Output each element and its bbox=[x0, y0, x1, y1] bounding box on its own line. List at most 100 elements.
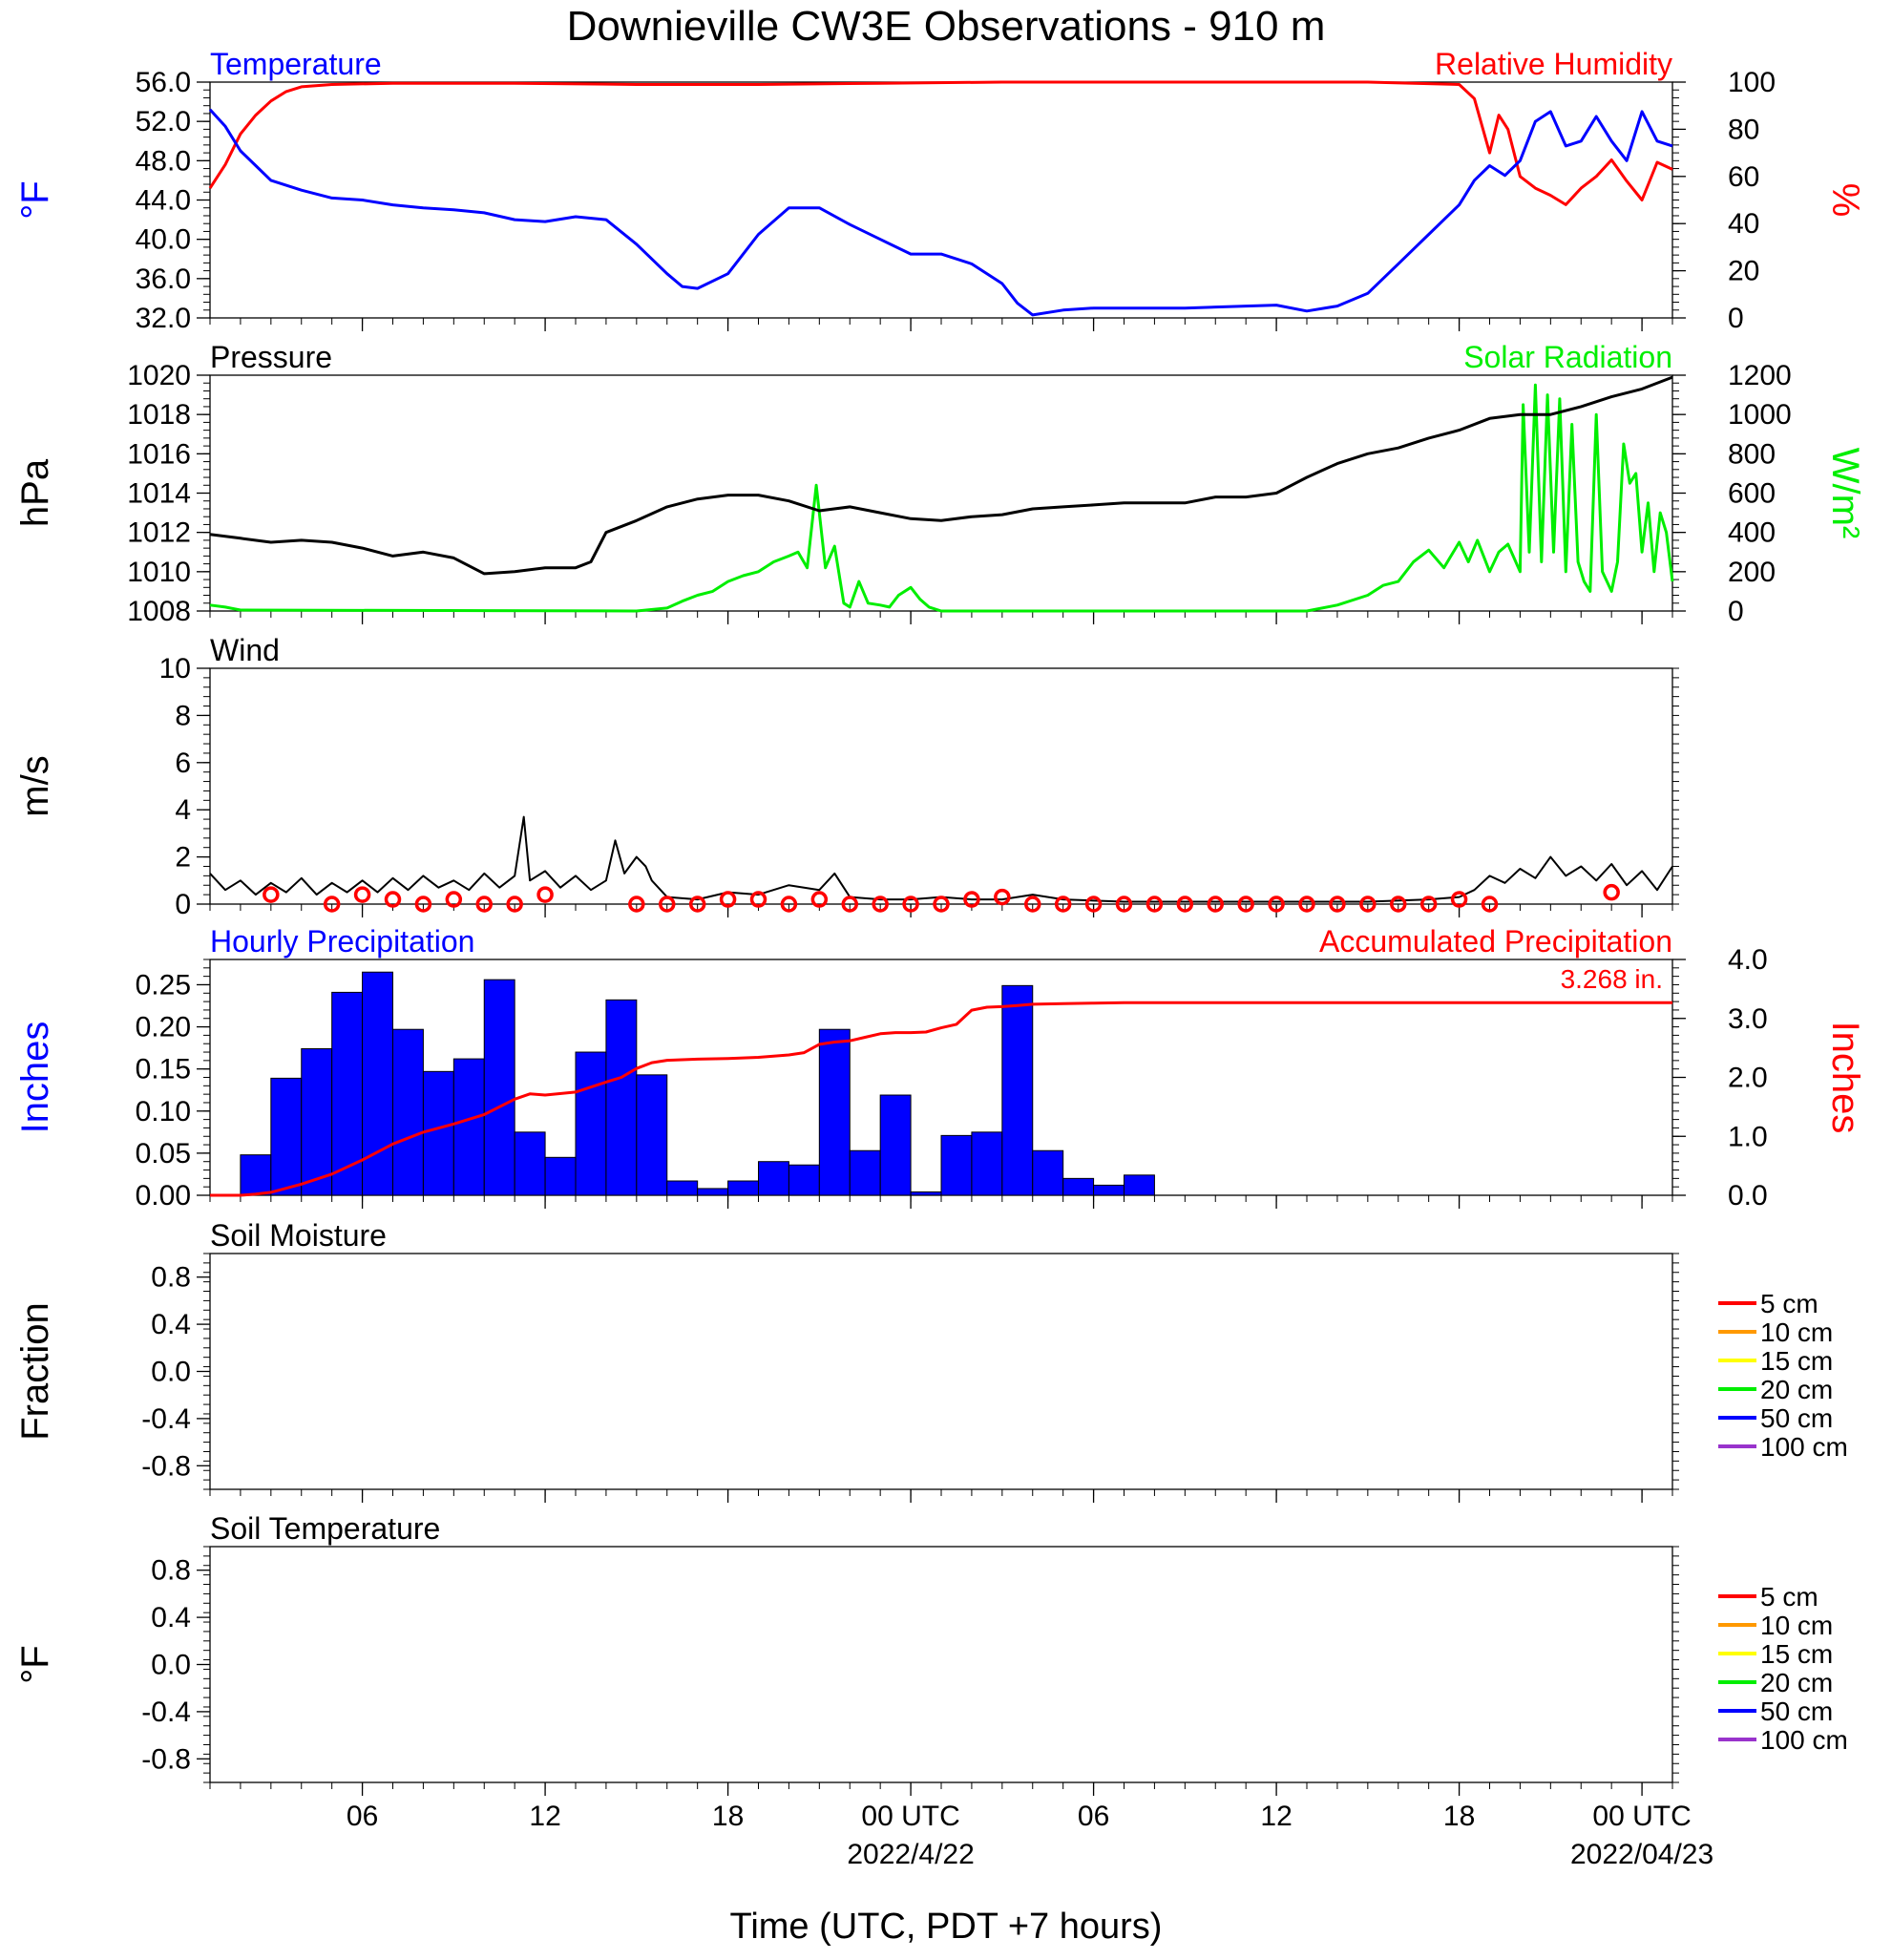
y-tick-label: 1010 bbox=[127, 557, 191, 588]
panel-0: 32.0 36.0 40.0 44.0 48.0 52.0 56.0 0 20 40 60 80 100… bbox=[14, 47, 1866, 334]
y-tick-label: 0.25 bbox=[136, 969, 191, 1001]
wind-barb-calm-marker bbox=[1419, 896, 1438, 913]
wind-barb-calm-marker bbox=[1176, 896, 1194, 913]
y-tick-label: 52.0 bbox=[136, 106, 191, 137]
x-tick-label: 12 bbox=[529, 1801, 560, 1832]
y-axis-label-left: °F bbox=[14, 1645, 56, 1683]
wind-barb-calm-marker bbox=[414, 896, 432, 913]
precip-bar bbox=[1093, 1184, 1125, 1196]
precip-bar bbox=[452, 1058, 485, 1196]
y-tick-label: 8 bbox=[175, 700, 191, 731]
y-tick-label: 1008 bbox=[127, 596, 191, 627]
wind-barb-calm-marker bbox=[628, 896, 645, 913]
y-right-tick-label: 1000 bbox=[1728, 399, 1792, 431]
wind-barb-calm-marker bbox=[1390, 896, 1407, 913]
precip-bar bbox=[849, 1149, 881, 1196]
wind-barb-calm-marker bbox=[263, 886, 280, 903]
precip-bar bbox=[240, 1154, 272, 1196]
precip-bar bbox=[514, 1131, 546, 1196]
y-right-tick-label: 1.0 bbox=[1728, 1121, 1768, 1152]
panel-title-right: Solar Radiation bbox=[1463, 340, 1672, 374]
y-right-tick-label: 80 bbox=[1728, 114, 1759, 145]
panel-title-left: Temperature bbox=[210, 47, 382, 81]
panel-2: 0 2 4 6 8 10 Wind m/s bbox=[14, 633, 1679, 920]
y-tick-label: 56.0 bbox=[136, 67, 191, 98]
x-tick-date-label: 2022/4/22 bbox=[847, 1839, 974, 1870]
wind-barb-calm-marker bbox=[1268, 896, 1285, 913]
y-tick-label: 0.8 bbox=[151, 1262, 191, 1294]
legend-label: 5 cm bbox=[1760, 1289, 1818, 1318]
x-tick-date-label: 2022/04/23 bbox=[1570, 1839, 1713, 1870]
x-tick-label: 00 UTC bbox=[861, 1801, 959, 1832]
legend-label: 50 cm bbox=[1760, 1403, 1833, 1433]
panel-frame bbox=[209, 1546, 1673, 1783]
wind-barb-calm-marker bbox=[475, 896, 493, 913]
y-tick-label: 0.15 bbox=[136, 1054, 191, 1085]
y-right-tick-label: 200 bbox=[1728, 557, 1776, 588]
legend-label: 100 cm bbox=[1760, 1432, 1848, 1462]
legend-label: 15 cm bbox=[1760, 1639, 1833, 1669]
wind-barb-calm-marker bbox=[1146, 896, 1164, 913]
y-tick-label: -0.4 bbox=[141, 1697, 191, 1728]
precip-bar bbox=[392, 1028, 424, 1196]
precip-bar bbox=[270, 1077, 303, 1196]
x-tick-label: 06 bbox=[1078, 1801, 1109, 1832]
wind-barb-calm-marker bbox=[1084, 896, 1103, 913]
x-tick-label: 06 bbox=[347, 1801, 378, 1832]
wind-barb-calm-marker bbox=[659, 896, 676, 913]
wind-barb-calm-marker bbox=[1207, 896, 1224, 913]
wind-barb-calm-marker bbox=[1054, 896, 1072, 913]
y-tick-label: 2 bbox=[175, 842, 191, 874]
wind-barb-calm-marker bbox=[1115, 896, 1133, 913]
wind-barb-calm-marker bbox=[384, 891, 402, 908]
pressure-line bbox=[209, 375, 1673, 576]
precip-bar bbox=[575, 1051, 607, 1196]
y-right-tick-label: 1200 bbox=[1728, 360, 1792, 391]
wind-barb-calm-marker bbox=[872, 896, 889, 913]
wind-barb-calm-marker bbox=[963, 891, 980, 908]
y-tick-label: 0.4 bbox=[151, 1602, 191, 1633]
y-tick-label: -0.4 bbox=[141, 1403, 191, 1435]
precip-bar bbox=[940, 1134, 973, 1196]
legend-label: 10 cm bbox=[1760, 1611, 1833, 1640]
y-right-tick-label: 400 bbox=[1728, 517, 1776, 549]
wind-barb-calm-marker bbox=[506, 896, 523, 913]
y-right-tick-label: 60 bbox=[1728, 161, 1759, 193]
wind-barb-calm-marker bbox=[719, 891, 737, 908]
wind-barb-calm-marker bbox=[445, 891, 463, 908]
y-right-tick-label: 3.0 bbox=[1728, 1003, 1768, 1035]
wind-barb-calm-marker bbox=[994, 888, 1011, 906]
legend-label: 15 cm bbox=[1760, 1346, 1833, 1376]
wind-barb-calm-marker bbox=[536, 886, 554, 903]
panel-4: -0.8 -0.4 0.0 0.4 0.8 Soil Moisture Fraction 5 … bbox=[14, 1218, 1848, 1503]
y-axis-label-right: % bbox=[1824, 183, 1866, 218]
y-tick-label: 48.0 bbox=[136, 145, 191, 177]
precip-bar bbox=[1001, 984, 1034, 1196]
y-tick-label: 1016 bbox=[127, 438, 191, 470]
precip-bar bbox=[544, 1156, 577, 1196]
wind-barb-calm-marker bbox=[1024, 896, 1041, 913]
precip-bar bbox=[605, 999, 638, 1196]
wind-barb-calm-marker bbox=[780, 896, 798, 913]
accumulated-precip-line bbox=[210, 1001, 1672, 1197]
precip-bar bbox=[910, 1191, 942, 1196]
panel-frame bbox=[209, 1253, 1673, 1490]
wind-barb-calm-marker bbox=[933, 896, 950, 913]
panel-title-left: Soil Temperature bbox=[210, 1511, 440, 1546]
accumulated-total-label: 3.268 in. bbox=[1561, 964, 1663, 994]
y-tick-label: -0.8 bbox=[141, 1743, 191, 1775]
precip-bar bbox=[818, 1028, 851, 1196]
precip-bar bbox=[362, 971, 394, 1196]
precip-bar bbox=[301, 1048, 333, 1196]
y-axis-label-left: Inches bbox=[14, 1022, 56, 1134]
y-axis-label-left: hPa bbox=[14, 458, 56, 527]
wind-barb-calm-marker bbox=[688, 896, 706, 913]
y-right-tick-label: 100 bbox=[1728, 67, 1776, 98]
y-tick-label: 0.4 bbox=[151, 1309, 191, 1340]
x-axis: 06 12 18 00 UTC 2022/4/22 06 12 18 00 UTC 2022/04… bbox=[347, 1801, 1713, 1870]
precip-bar bbox=[331, 991, 364, 1196]
precip-bar bbox=[727, 1180, 759, 1196]
wind-barb-calm-marker bbox=[1603, 883, 1620, 901]
panel-title-left: Pressure bbox=[210, 340, 332, 374]
